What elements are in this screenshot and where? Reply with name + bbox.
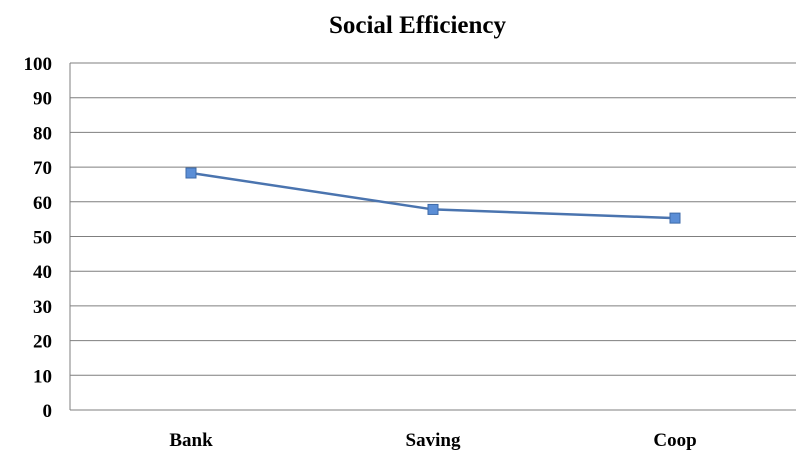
chart-title: Social Efficiency	[328, 12, 507, 39]
series-layer	[185, 167, 681, 224]
y-tick-label-100: 100	[24, 54, 53, 75]
y-tick-label-20: 20	[33, 332, 52, 353]
x-axis-tick-labels: Bank Saving Coop	[169, 430, 696, 451]
x-tick-label-saving: Saving	[406, 430, 461, 451]
y-tick-label-60: 60	[33, 193, 52, 214]
data-point-coop	[669, 212, 681, 224]
gridlines	[70, 62, 796, 376]
y-tick-label-80: 80	[33, 123, 52, 144]
data-point-bank	[185, 167, 197, 179]
data-point-saving	[427, 203, 439, 215]
x-tick-label-bank: Bank	[169, 430, 213, 451]
axes	[69, 63, 796, 411]
y-tick-label-40: 40	[33, 262, 52, 283]
y-tick-label-90: 90	[33, 89, 52, 110]
y-tick-label-30: 30	[33, 297, 52, 318]
y-tick-label-50: 50	[33, 228, 52, 249]
y-tick-label-0: 0	[43, 401, 53, 422]
y-tick-label-10: 10	[33, 366, 52, 387]
y-tick-label-70: 70	[33, 158, 52, 179]
x-tick-label-coop: Coop	[653, 430, 696, 451]
y-axis-tick-labels: 0 10 20 30 40 50 60 70 80 90 100	[24, 54, 53, 422]
